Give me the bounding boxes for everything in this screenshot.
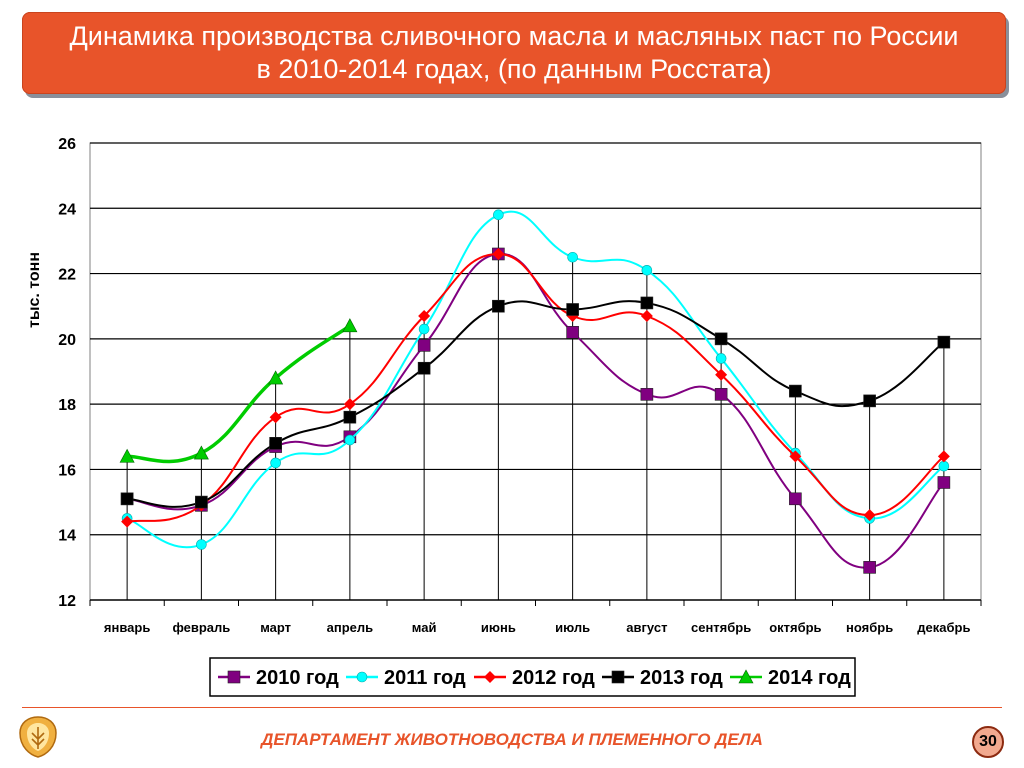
data-point <box>640 296 654 310</box>
y-tick-label: 24 <box>58 201 76 218</box>
title-banner: Динамика производства сливочного масла и… <box>22 12 1006 94</box>
x-tick-label: октябрь <box>769 620 821 635</box>
data-point <box>567 251 578 263</box>
page-title: Динамика производства сливочного масла и… <box>69 21 959 84</box>
x-tick-label: январь <box>104 620 150 635</box>
data-point <box>937 450 950 463</box>
data-point <box>566 326 579 339</box>
legend-marker <box>227 670 241 684</box>
data-point <box>343 398 356 411</box>
data-point <box>343 410 357 424</box>
legend-label: 2010 год <box>256 667 339 689</box>
y-tick-label: 20 <box>58 332 76 349</box>
x-tick-label: апрель <box>327 620 374 635</box>
legend-label: 2011 год <box>384 667 466 689</box>
series-5 <box>119 318 358 464</box>
legend-label: 2013 год <box>640 667 723 689</box>
series-2 <box>121 209 950 550</box>
data-point <box>121 515 134 528</box>
data-point <box>714 388 728 401</box>
data-point <box>789 492 802 506</box>
data-point <box>640 310 653 323</box>
legend-marker <box>738 669 754 684</box>
data-point <box>863 561 876 574</box>
data-point <box>417 339 431 352</box>
series-line <box>126 252 945 523</box>
x-tick-label: август <box>626 620 667 635</box>
data-point <box>119 448 135 463</box>
data-point <box>492 299 505 313</box>
page-number-badge: 30 <box>972 726 1004 758</box>
data-point <box>268 370 284 385</box>
legend-marker <box>356 671 368 683</box>
data-point <box>344 434 356 446</box>
data-point <box>715 368 728 381</box>
x-tick-label: март <box>260 620 291 635</box>
data-point <box>492 247 505 260</box>
x-tick-label: май <box>412 620 437 635</box>
chart-area: тыс. тонн 12 14 16 18 20 22 24 26 январь февраль м… <box>0 120 1024 700</box>
data-point <box>863 394 876 408</box>
data-point <box>789 450 802 463</box>
y-tick-label: 16 <box>58 462 76 479</box>
data-point <box>269 411 282 424</box>
data-point <box>269 437 282 450</box>
data-point <box>640 388 654 401</box>
y-tick-label: 22 <box>58 267 76 284</box>
data-point <box>418 310 431 323</box>
legend-label: 2014 год <box>768 667 851 689</box>
footer-divider <box>22 707 1002 708</box>
y-tick-label: 12 <box>58 593 76 610</box>
department-name: ДЕПАРТАМЕНТ ЖИВОТНОВОДСТВА И ПЛЕМЕННОГО … <box>261 730 763 749</box>
x-tick-label: июнь <box>481 620 516 635</box>
legend-item: 2011 год <box>346 667 466 689</box>
x-tick-label: сентябрь <box>691 620 751 635</box>
y-axis-label: тыс. тонн <box>26 252 43 328</box>
legend-marker <box>484 671 496 683</box>
y-tick-label: 18 <box>58 397 76 414</box>
data-point <box>418 323 430 335</box>
series-4 <box>120 296 951 509</box>
data-point <box>493 209 504 221</box>
legend-label: 2012 год <box>512 667 595 689</box>
data-point <box>195 495 208 509</box>
data-point <box>938 460 950 472</box>
data-point <box>270 457 281 469</box>
x-tick-label: декабрь <box>917 620 970 635</box>
series-line <box>127 324 351 464</box>
x-tick-label: февраль <box>172 620 230 635</box>
data-point <box>789 384 802 398</box>
data-point <box>193 445 209 460</box>
data-point <box>714 332 728 346</box>
series-line <box>127 300 945 508</box>
x-tick-label: ноябрь <box>846 620 893 635</box>
data-point <box>715 353 727 364</box>
data-point <box>566 303 579 316</box>
y-tick-label: 14 <box>58 528 76 545</box>
y-tick-label: 26 <box>58 136 76 153</box>
data-point <box>937 335 951 349</box>
plot-area <box>89 142 982 601</box>
data-point <box>417 361 431 375</box>
line-chart: тыс. тонн 12 14 16 18 20 22 24 26 январь февраль м… <box>26 136 982 697</box>
data-point <box>196 539 207 550</box>
data-point <box>937 476 951 489</box>
data-point <box>342 318 358 333</box>
legend-item: 2013 год <box>602 667 723 689</box>
series-line <box>126 210 945 549</box>
legend-marker <box>611 670 625 684</box>
data-point <box>641 265 653 276</box>
data-point <box>120 492 134 506</box>
legend-item: 2010 год <box>218 667 339 689</box>
legend-item: 2012 год <box>474 667 595 689</box>
legend-item: 2014 год <box>730 667 851 689</box>
legend: 2010 год 2011 год 2012 год 2013 год 2014 год <box>209 657 856 697</box>
x-tick-label: июль <box>555 620 590 635</box>
emblem-icon <box>19 716 57 758</box>
